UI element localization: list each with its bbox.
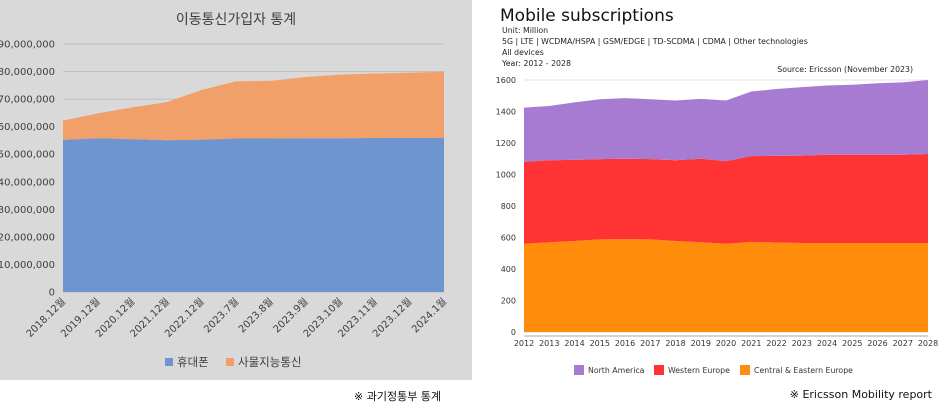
ericsson-chart-source-caption: ※ Ericsson Mobility report xyxy=(789,388,932,401)
chart-legend: 휴대폰 사물지능통신 xyxy=(165,355,301,369)
legend-swatch xyxy=(740,365,750,375)
x-tick-label: 2017 xyxy=(640,339,660,348)
y-tick-label: 800 xyxy=(501,202,516,211)
chart-subtitle-line: All devices xyxy=(502,48,544,57)
chart-title: Mobile subscriptions xyxy=(500,6,674,26)
y-tick-label: 90,000,000 xyxy=(0,40,55,51)
y-tick-label: 1400 xyxy=(496,108,516,117)
series-area-1 xyxy=(63,71,444,141)
y-tick-label: 600 xyxy=(501,234,516,243)
y-tick-label: 30,000,000 xyxy=(0,205,55,216)
x-tick-label: 2027 xyxy=(893,339,913,348)
series-area-0 xyxy=(524,239,928,332)
y-tick-label: 1200 xyxy=(496,139,516,148)
legend-label: 휴대폰 xyxy=(177,355,209,369)
y-tick-label: 200 xyxy=(501,297,516,306)
y-tick-label: 1600 xyxy=(496,76,516,85)
legend-label: Western Europe xyxy=(668,366,730,375)
chart-title: 이동통신가입자 통계 xyxy=(176,12,296,28)
y-tick-label: 0 xyxy=(49,288,55,299)
x-tick-label: 2019 xyxy=(691,339,711,348)
legend-swatch xyxy=(165,358,173,366)
legend-label: 사물지능통신 xyxy=(238,355,301,369)
series-area-1 xyxy=(524,154,928,244)
y-tick-label: 60,000,000 xyxy=(0,122,55,133)
x-tick-label: 2014 xyxy=(564,339,584,348)
x-tick-label: 2024 xyxy=(817,339,837,348)
y-tick-label: 1000 xyxy=(496,171,516,180)
y-tick-label: 0 xyxy=(511,328,516,337)
legend-label: Central & Eastern Europe xyxy=(754,366,853,375)
korea-subscriber-chart-panel: 이동통신가입자 통계 0 10,000,000 20,000,000 30,000,00… xyxy=(0,0,472,380)
series-area-2 xyxy=(524,80,928,162)
x-tick-label: 2015 xyxy=(590,339,610,348)
x-tick-label: 2012 xyxy=(514,339,534,348)
y-tick-label: 70,000,000 xyxy=(0,95,55,106)
y-tick-label: 50,000,000 xyxy=(0,150,55,161)
y-tick-label: 10,000,000 xyxy=(0,260,55,271)
x-tick-label: 2020 xyxy=(716,339,736,348)
korea-chart-source-caption: ※ 과기정통부 통계 xyxy=(354,390,442,403)
chart-subtitle-line: Unit: Million xyxy=(502,26,548,35)
x-tick-label: 2025 xyxy=(842,339,862,348)
y-tick-label: 80,000,000 xyxy=(0,67,55,78)
y-tick-label: 400 xyxy=(501,265,516,274)
x-tick-label: 2013 xyxy=(539,339,559,348)
legend-swatch xyxy=(226,358,234,366)
x-tick-label: 2018 xyxy=(665,339,685,348)
x-tick-label: 2021 xyxy=(741,339,761,348)
legend-label: North America xyxy=(588,366,645,375)
x-tick-label: 2022 xyxy=(766,339,786,348)
korea-subscriber-chart: 이동통신가입자 통계 0 10,000,000 20,000,000 30,000,00… xyxy=(0,0,472,380)
y-tick-label: 40,000,000 xyxy=(0,177,55,188)
chart-source: Source: Ericsson (November 2023) xyxy=(777,65,913,74)
y-tick-label: 20,000,000 xyxy=(0,232,55,243)
x-tick-label: 2026 xyxy=(867,339,887,348)
ericsson-subscription-chart-panel: Mobile subscriptions Unit: Million 5G | LT… xyxy=(492,0,940,384)
x-tick-label: 2028 xyxy=(918,339,938,348)
x-tick-label: 2023 xyxy=(792,339,812,348)
x-tick-label: 2016 xyxy=(615,339,635,348)
series-area-0 xyxy=(63,138,444,292)
chart-legend: North America Western Europe Central & Eas… xyxy=(574,365,853,375)
legend-swatch xyxy=(574,365,584,375)
chart-subtitle-line: 5G | LTE | WCDMA/HSPA | GSM/EDGE | TD-SC… xyxy=(502,37,808,46)
legend-swatch xyxy=(654,365,664,375)
chart-subtitle-line: Year: 2012 - 2028 xyxy=(501,59,571,68)
